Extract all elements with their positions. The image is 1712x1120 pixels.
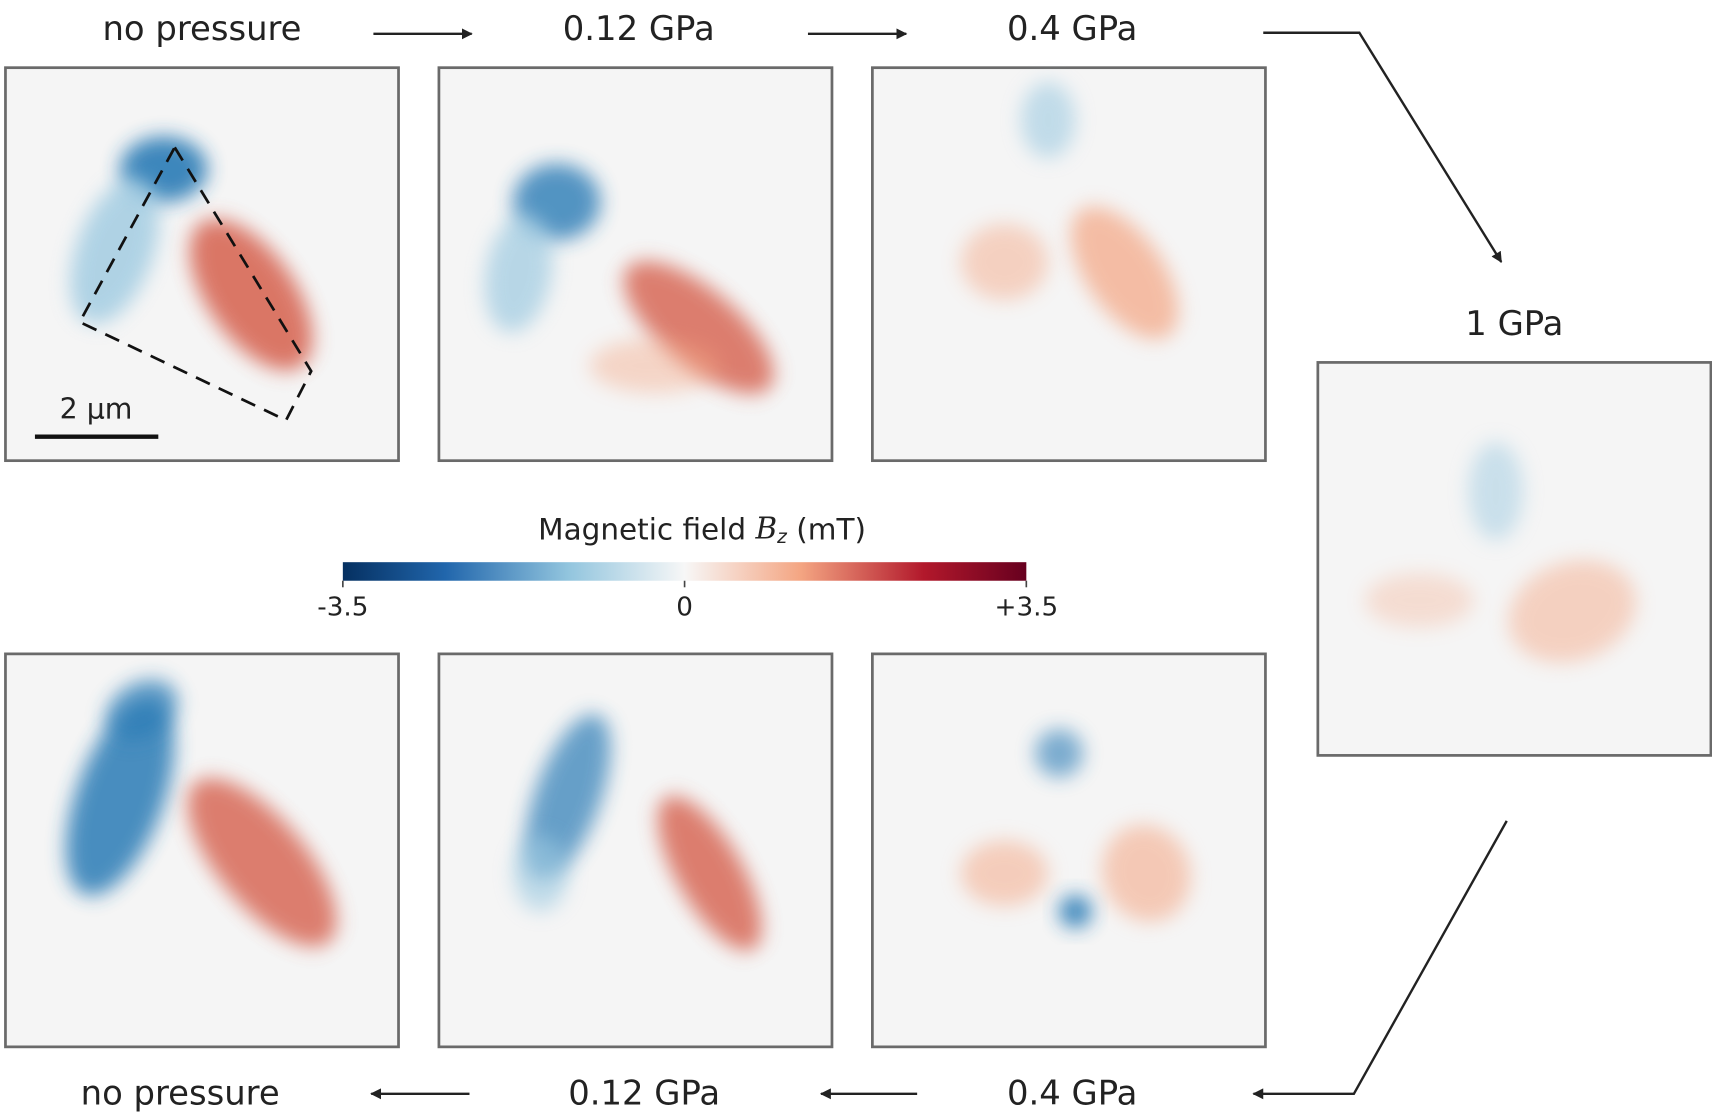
panel-label: 0.12 GPa bbox=[568, 1073, 720, 1112]
field-region bbox=[589, 338, 721, 393]
field-region bbox=[187, 778, 337, 947]
colorbar-title: Magnetic field Bz (mT) bbox=[538, 512, 866, 553]
panel-label: 1 GPa bbox=[1465, 304, 1563, 343]
heatmap-panel bbox=[871, 652, 1267, 1049]
panel-label: 0.4 GPa bbox=[1007, 9, 1137, 48]
field-region bbox=[1035, 729, 1084, 778]
field-region bbox=[65, 698, 175, 896]
field-region bbox=[484, 213, 553, 333]
field-region bbox=[960, 840, 1049, 907]
field-region bbox=[106, 679, 178, 740]
field-region bbox=[1102, 824, 1191, 922]
title-subscript: z bbox=[776, 527, 788, 548]
colorbar bbox=[342, 562, 1027, 581]
panel-label: no pressure bbox=[102, 9, 301, 48]
field-region bbox=[960, 223, 1049, 301]
field-region bbox=[1059, 895, 1092, 928]
title-symbol: B bbox=[754, 512, 777, 546]
colorbar-tick-label: +3.5 bbox=[995, 593, 1059, 623]
colorbar-tick-label: -3.5 bbox=[317, 593, 368, 623]
arrow bbox=[1263, 31, 1503, 263]
field-region bbox=[1020, 81, 1076, 159]
title-unit: (mT) bbox=[796, 512, 866, 546]
dashed-outline bbox=[77, 144, 313, 423]
field-region bbox=[1468, 442, 1524, 541]
heatmap-panel bbox=[1316, 361, 1712, 757]
arrow bbox=[1252, 820, 1508, 1100]
field-region bbox=[189, 218, 313, 371]
field-region bbox=[1508, 559, 1637, 663]
scale-bar-label: 2 μm bbox=[60, 392, 133, 425]
panel-label: 0.12 GPa bbox=[563, 9, 715, 48]
colorbar-tick-label: 0 bbox=[676, 593, 693, 623]
field-region bbox=[513, 835, 568, 912]
field-region bbox=[657, 795, 762, 951]
panel-label: 0.4 GPa bbox=[1007, 1073, 1137, 1112]
heatmap-panel bbox=[437, 652, 834, 1049]
panel-label: no pressure bbox=[81, 1073, 280, 1112]
title-text: Magnetic field bbox=[538, 512, 746, 546]
field-region bbox=[1364, 573, 1474, 628]
field-region bbox=[1070, 206, 1179, 340]
field-region bbox=[623, 261, 774, 394]
